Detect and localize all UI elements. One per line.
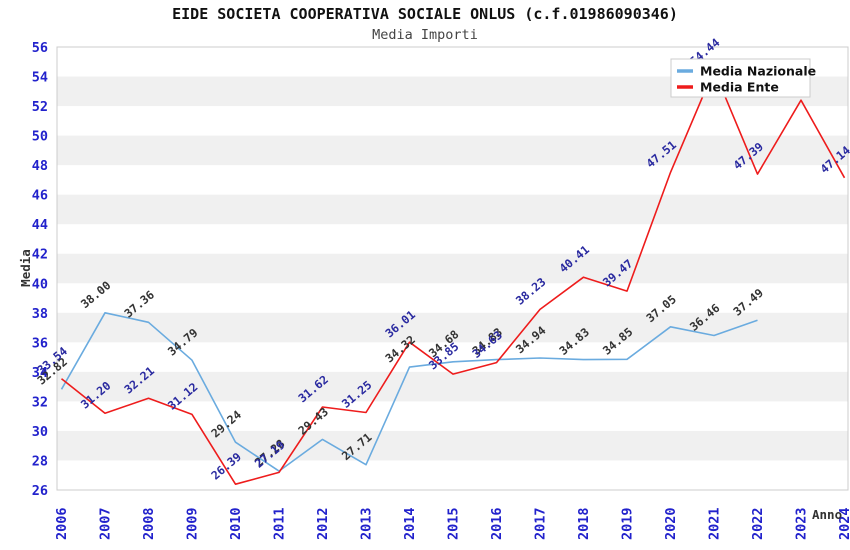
y-tick-label: 34 [32, 365, 48, 381]
y-tick-label: 52 [32, 99, 48, 115]
legend-label: Media Nazionale [700, 64, 816, 79]
x-tick-label: 2013 [359, 507, 375, 540]
x-tick-label: 2023 [794, 507, 810, 540]
legend-box [670, 58, 811, 98]
grid-band [57, 135, 848, 166]
chart-subtitle: Media Importi [372, 27, 478, 43]
y-tick-label: 42 [32, 247, 48, 263]
y-axis-title: Media [18, 249, 33, 287]
y-tick-label: 38 [32, 306, 48, 322]
x-tick-label: 2006 [54, 507, 70, 540]
y-tick-label: 50 [32, 129, 48, 145]
y-tick-label: 30 [32, 424, 48, 440]
grid-band [57, 430, 848, 461]
legend-label: Media Ente [700, 80, 779, 95]
grid-band [57, 253, 848, 284]
grid-band [57, 312, 848, 343]
x-tick-label: 2009 [185, 507, 201, 540]
x-tick-label: 2016 [489, 507, 505, 540]
x-tick-label: 2019 [620, 507, 636, 540]
x-axis-title: Anno [812, 507, 842, 522]
x-tick-label: 2020 [663, 507, 679, 540]
series-line-media-nazionale [60, 311, 758, 472]
x-tick-label: 2008 [141, 507, 157, 540]
plot-border [56, 46, 849, 491]
y-tick-label: 56 [32, 40, 48, 56]
y-tick-label: 36 [32, 335, 48, 351]
y-tick-label: 48 [32, 158, 48, 174]
x-tick-label: 2022 [750, 507, 766, 540]
x-tick-label: 2015 [446, 507, 462, 540]
x-tick-label: 2024 [837, 507, 850, 540]
y-tick-label: 32 [32, 394, 48, 410]
x-tick-label: 2017 [533, 507, 549, 540]
x-tick-label: 2011 [272, 507, 288, 540]
grid-band [57, 194, 848, 225]
y-tick-label: 46 [32, 188, 48, 204]
y-tick-label: 44 [32, 217, 48, 233]
y-tick-label: 40 [32, 276, 48, 292]
x-tick-label: 2012 [315, 507, 331, 540]
x-tick-label: 2010 [228, 507, 244, 540]
chart-title: EIDE SOCIETA COOPERATIVA SOCIALE ONLUS (… [172, 5, 678, 23]
x-tick-label: 2018 [576, 507, 592, 540]
x-tick-label: 2007 [98, 507, 114, 540]
y-tick-label: 54 [32, 70, 48, 86]
y-tick-label: 28 [32, 453, 48, 469]
x-tick-label: 2021 [707, 507, 723, 540]
y-tick-label: 26 [32, 483, 48, 499]
x-tick-label: 2014 [402, 507, 418, 540]
grid-band [57, 371, 848, 402]
